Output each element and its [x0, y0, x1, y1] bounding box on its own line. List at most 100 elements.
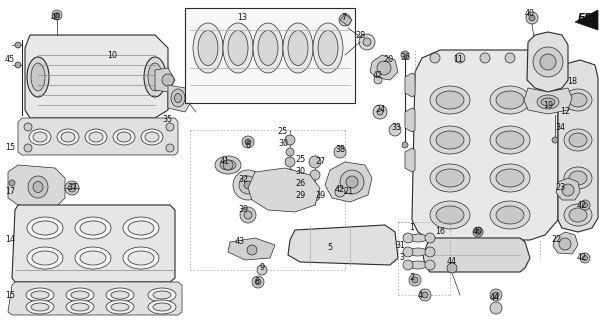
Text: 32: 32 [238, 175, 248, 185]
Polygon shape [12, 205, 175, 282]
Ellipse shape [106, 288, 134, 302]
Circle shape [403, 233, 413, 243]
Circle shape [310, 170, 320, 180]
Circle shape [240, 207, 256, 223]
Text: 9: 9 [259, 263, 265, 273]
Ellipse shape [61, 132, 75, 142]
Ellipse shape [496, 169, 524, 187]
Polygon shape [553, 232, 578, 254]
Text: 42: 42 [373, 71, 383, 81]
Text: 17: 17 [5, 188, 15, 196]
Text: 19: 19 [543, 101, 553, 110]
Polygon shape [575, 10, 598, 30]
Text: 42: 42 [577, 201, 587, 210]
Polygon shape [8, 165, 65, 208]
Circle shape [583, 255, 587, 260]
Circle shape [493, 292, 499, 298]
Text: 41: 41 [220, 157, 230, 166]
Circle shape [373, 105, 387, 119]
Circle shape [530, 53, 540, 63]
Text: 39: 39 [238, 205, 248, 214]
Text: 40: 40 [51, 13, 61, 22]
Text: 14: 14 [5, 236, 15, 244]
Text: 27: 27 [315, 157, 325, 166]
Ellipse shape [128, 251, 154, 265]
Circle shape [286, 192, 294, 200]
Ellipse shape [111, 303, 129, 311]
Circle shape [455, 53, 465, 63]
Ellipse shape [141, 129, 163, 145]
Ellipse shape [144, 57, 166, 97]
Polygon shape [340, 14, 352, 26]
Ellipse shape [409, 234, 427, 242]
Circle shape [583, 203, 587, 207]
Text: 26: 26 [295, 180, 305, 188]
Circle shape [526, 12, 538, 24]
Ellipse shape [89, 132, 103, 142]
Ellipse shape [496, 206, 524, 224]
Circle shape [529, 15, 535, 21]
Polygon shape [228, 238, 275, 260]
Ellipse shape [318, 30, 338, 66]
Text: 11: 11 [453, 55, 463, 65]
Ellipse shape [106, 300, 134, 314]
Circle shape [52, 10, 62, 20]
Polygon shape [288, 225, 398, 265]
Circle shape [490, 289, 502, 301]
Circle shape [490, 302, 502, 314]
Circle shape [377, 109, 383, 115]
Text: 40: 40 [473, 228, 483, 236]
Circle shape [409, 274, 421, 286]
Circle shape [257, 265, 267, 275]
Circle shape [552, 137, 558, 143]
Ellipse shape [564, 204, 592, 226]
Ellipse shape [27, 247, 63, 269]
Text: 15: 15 [5, 143, 15, 153]
Ellipse shape [490, 201, 530, 229]
Ellipse shape [564, 89, 592, 111]
Circle shape [233, 170, 263, 200]
Circle shape [335, 187, 345, 197]
Ellipse shape [569, 93, 587, 107]
Ellipse shape [28, 176, 48, 198]
Ellipse shape [258, 30, 278, 66]
Text: 7: 7 [341, 13, 347, 22]
Text: 30: 30 [278, 140, 288, 148]
Ellipse shape [198, 30, 218, 66]
Circle shape [9, 180, 15, 186]
Bar [185, 8, 355, 103]
Circle shape [24, 144, 32, 152]
Text: 37: 37 [67, 183, 77, 193]
Text: 44: 44 [447, 258, 457, 267]
Circle shape [309, 156, 321, 168]
Circle shape [540, 54, 556, 70]
Text: 24: 24 [375, 106, 385, 115]
Ellipse shape [27, 217, 63, 239]
Text: 18: 18 [567, 77, 577, 86]
Ellipse shape [175, 93, 182, 102]
Text: 29: 29 [295, 191, 305, 201]
Ellipse shape [253, 23, 283, 73]
Circle shape [346, 176, 358, 188]
Ellipse shape [193, 23, 223, 73]
Ellipse shape [569, 171, 587, 185]
Text: 42: 42 [335, 186, 345, 195]
Circle shape [334, 146, 346, 158]
Ellipse shape [215, 156, 241, 174]
Text: 6: 6 [245, 140, 251, 149]
Polygon shape [325, 162, 372, 202]
Circle shape [223, 160, 233, 170]
Ellipse shape [162, 74, 174, 86]
Circle shape [285, 135, 295, 145]
Polygon shape [18, 118, 178, 155]
Ellipse shape [71, 303, 89, 311]
Polygon shape [556, 178, 580, 200]
Text: 1: 1 [409, 223, 415, 233]
Ellipse shape [490, 86, 530, 114]
Circle shape [419, 289, 431, 301]
Text: 44: 44 [490, 293, 500, 302]
Ellipse shape [27, 57, 49, 97]
Circle shape [425, 233, 435, 243]
Ellipse shape [29, 129, 51, 145]
Polygon shape [8, 282, 182, 315]
